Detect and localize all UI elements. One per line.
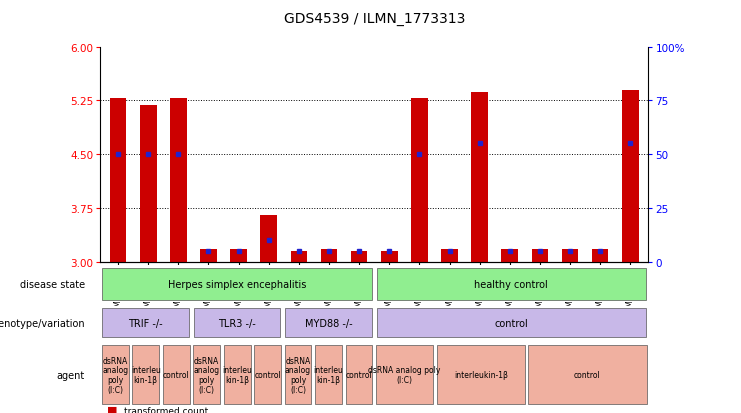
Text: disease state: disease state <box>20 279 84 289</box>
Text: MYD88 -/-: MYD88 -/- <box>305 318 352 328</box>
FancyBboxPatch shape <box>163 346 190 404</box>
Bar <box>110 99 127 262</box>
FancyBboxPatch shape <box>194 309 280 337</box>
FancyBboxPatch shape <box>315 346 342 404</box>
Bar <box>531 249 548 262</box>
Bar <box>230 249 247 262</box>
Text: control: control <box>574 370 601 380</box>
Text: control: control <box>163 370 190 380</box>
FancyBboxPatch shape <box>376 346 433 404</box>
FancyBboxPatch shape <box>102 309 189 337</box>
Bar <box>261 216 277 262</box>
Bar <box>200 249 217 262</box>
FancyBboxPatch shape <box>437 346 525 404</box>
Text: dsRNA analog poly
(I:C): dsRNA analog poly (I:C) <box>368 366 441 384</box>
FancyBboxPatch shape <box>193 346 220 404</box>
Text: TLR3 -/-: TLR3 -/- <box>219 318 256 328</box>
Text: dsRNA
analog
poly
(I:C): dsRNA analog poly (I:C) <box>193 356 220 394</box>
Text: transformed count: transformed count <box>124 406 208 413</box>
Text: interleukin-1β: interleukin-1β <box>454 370 508 380</box>
Text: interleu
kin-1β: interleu kin-1β <box>313 366 343 384</box>
Bar <box>441 249 458 262</box>
Text: GDS4539 / ILMN_1773313: GDS4539 / ILMN_1773313 <box>284 12 465 26</box>
FancyBboxPatch shape <box>224 346 250 404</box>
FancyBboxPatch shape <box>102 346 129 404</box>
FancyBboxPatch shape <box>376 309 646 337</box>
Text: genotype/variation: genotype/variation <box>0 318 84 328</box>
Text: dsRNA
analog
poly
(I:C): dsRNA analog poly (I:C) <box>285 356 311 394</box>
Bar <box>170 99 187 262</box>
Bar <box>350 252 368 262</box>
Text: control: control <box>254 370 281 380</box>
FancyBboxPatch shape <box>102 268 372 300</box>
Text: interleu
kin-1β: interleu kin-1β <box>131 366 161 384</box>
Text: healthy control: healthy control <box>474 279 548 289</box>
FancyBboxPatch shape <box>345 346 373 404</box>
Text: Herpes simplex encephalitis: Herpes simplex encephalitis <box>168 279 306 289</box>
FancyBboxPatch shape <box>254 346 281 404</box>
Text: control: control <box>345 370 372 380</box>
Bar <box>381 252 398 262</box>
Text: control: control <box>494 318 528 328</box>
Text: ■: ■ <box>107 405 122 413</box>
Bar <box>290 252 308 262</box>
Bar <box>502 249 518 262</box>
Text: dsRNA
analog
poly
(I:C): dsRNA analog poly (I:C) <box>102 356 128 394</box>
FancyBboxPatch shape <box>376 268 646 300</box>
Bar <box>471 93 488 262</box>
Text: agent: agent <box>56 370 84 380</box>
Text: interleu
kin-1β: interleu kin-1β <box>222 366 252 384</box>
Bar <box>562 249 578 262</box>
FancyBboxPatch shape <box>285 346 311 404</box>
FancyBboxPatch shape <box>285 309 372 337</box>
Text: TRIF -/-: TRIF -/- <box>128 318 163 328</box>
FancyBboxPatch shape <box>133 346 159 404</box>
FancyBboxPatch shape <box>528 346 647 404</box>
Bar <box>140 106 156 262</box>
Bar <box>411 99 428 262</box>
Bar <box>622 90 639 262</box>
Bar <box>592 249 608 262</box>
Bar <box>321 249 337 262</box>
